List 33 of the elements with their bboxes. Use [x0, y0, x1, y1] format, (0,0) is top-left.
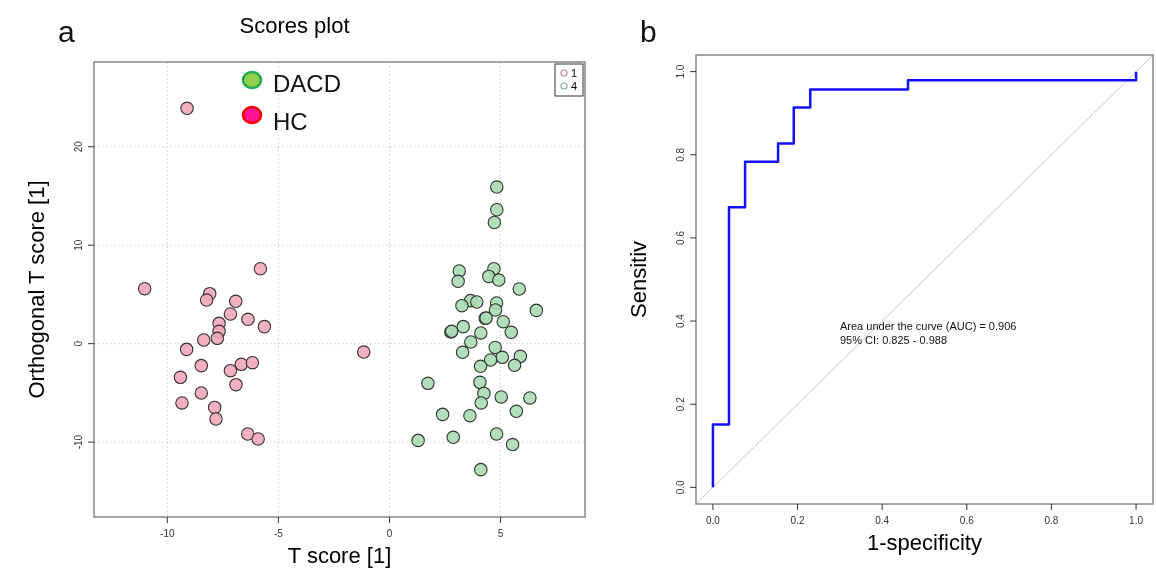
y-tick-label: 20	[73, 140, 84, 153]
y-axis-title: Orthogonal T score [1]	[24, 180, 49, 399]
annotation: Area under the curve (AUC) = 0.906	[840, 320, 1017, 332]
y-tick-label: 1.0	[675, 64, 686, 79]
x-axis-title: T score [1]	[287, 543, 392, 568]
x-tick-label: 0.2	[790, 515, 805, 526]
x-tick-label: -10	[160, 528, 175, 539]
x-tick-label: 5	[497, 528, 504, 539]
y-axis-title: Sensitiv	[626, 240, 651, 319]
x-axis-title: 1-specificity	[867, 530, 982, 555]
x-tick-label: 0.6	[959, 515, 975, 526]
x-tick-label: 0	[386, 528, 393, 539]
x-tick-label: -5	[273, 528, 284, 539]
annotation: 95% CI: 0.825 - 0.988	[840, 334, 948, 346]
x-tick-label: 0.8	[1044, 515, 1059, 526]
y-tick-label: 0.6	[675, 230, 686, 245]
y-tick-label: 0.2	[675, 396, 686, 412]
y-tick-label: 0.0	[675, 479, 686, 495]
chart-title: Scores plot	[239, 13, 350, 38]
y-tick-label: -10	[73, 434, 84, 450]
annotation: DACD	[273, 70, 342, 97]
text: 1	[571, 67, 578, 79]
text: b	[640, 15, 657, 48]
text: 4	[571, 80, 578, 92]
y-tick-label: 0.8	[675, 147, 686, 162]
y-tick-label: 10	[73, 239, 84, 251]
annotation: HC	[273, 108, 308, 135]
y-tick-label: 0	[73, 340, 84, 347]
y-tick-label: 0.4	[675, 313, 686, 329]
x-tick-label: 1.0	[1129, 515, 1144, 526]
text: a	[58, 15, 75, 48]
x-tick-label: 0.0	[705, 515, 721, 526]
x-tick-label: 0.4	[875, 515, 890, 526]
